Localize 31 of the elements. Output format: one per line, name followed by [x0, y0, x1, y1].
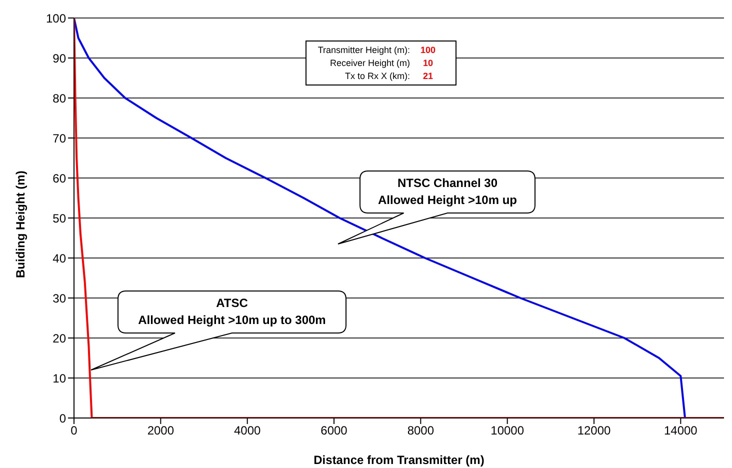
annotation: ATSC Allowed Height >10m up to 300m — [138, 296, 326, 327]
y-tick-label: 80 — [52, 91, 66, 106]
y-tick-label: 90 — [52, 51, 66, 66]
y-axis-title: Buiding Height (m) — [13, 170, 28, 278]
y-tick-label: 70 — [52, 131, 66, 146]
annotation: 21 — [422, 71, 434, 81]
y-tick-label: 60 — [52, 171, 66, 186]
y-tick-label: 100 — [46, 11, 66, 26]
y-tick-label: 30 — [52, 291, 66, 306]
x-tick-label: 6000 — [320, 424, 348, 438]
x-tick-label: 12000 — [577, 424, 612, 438]
x-tick-label: 0 — [70, 424, 78, 438]
annotation: Receiver Height (m) — [330, 58, 410, 68]
x-tick-label: 14000 — [664, 424, 698, 438]
y-tick-label: 40 — [52, 251, 66, 266]
x-tick-label: 8000 — [407, 424, 434, 438]
x-axis-title: Distance from Transmitter (m) — [314, 453, 484, 467]
y-tick-label: 10 — [52, 371, 66, 386]
annotation: 100 — [420, 45, 436, 55]
x-tick-label: 10000 — [490, 424, 524, 438]
annotation: Transmitter Height (m): — [318, 45, 410, 55]
y-tick-label: 0 — [59, 411, 66, 426]
y-tick-label: 50 — [52, 211, 66, 226]
speech-callout: ATSC Allowed Height >10m up to 300m — [90, 290, 346, 370]
annotation: Tx to Rx X (km): — [345, 71, 410, 81]
x-tick-label: 2000 — [147, 424, 174, 438]
annotation: 10 — [422, 58, 434, 68]
y-tick-label: 20 — [52, 331, 66, 346]
speech-callout: NTSC Channel 30 Allowed Height >10m up — [338, 170, 536, 244]
x-tick-label: 4000 — [234, 424, 262, 438]
annotation: NTSC Channel 30 Allowed Height >10m up — [378, 176, 518, 207]
